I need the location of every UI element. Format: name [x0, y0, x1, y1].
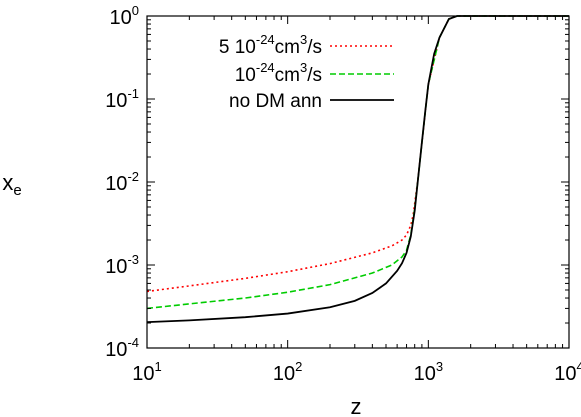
y-tick-base: 10 — [105, 339, 127, 361]
x-tick-label: 104 — [554, 359, 581, 385]
series-line-1 — [146, 15, 569, 310]
x-tick-base: 10 — [132, 363, 154, 385]
y-tick-exponent: -1 — [127, 86, 139, 101]
y-tick-exponent: -2 — [127, 169, 139, 184]
y-tick-exponent: -4 — [127, 335, 139, 350]
x-tick-label: 102 — [273, 359, 302, 385]
legend-label-base: 10 — [235, 65, 256, 86]
plot-frame — [146, 15, 570, 349]
x-tick-label: 101 — [132, 359, 161, 385]
legend: 5 10-24cm3/s10-24cm3/sno DM ann — [219, 32, 394, 112]
x-tick-label: 103 — [414, 359, 443, 385]
y-tick-label: 10-1 — [105, 86, 139, 112]
legend-label-base: 5 10 — [219, 37, 256, 58]
legend-label-exponent: -24 — [256, 60, 275, 75]
y-axis-label: xe — [2, 170, 21, 199]
y-tick-label: 10-3 — [105, 252, 139, 278]
legend-label-unit-tail: /s — [307, 37, 322, 58]
series-line-0 — [146, 15, 569, 293]
legend-label-unit-tail: /s — [307, 65, 322, 86]
y-axis-label-main: x — [2, 170, 13, 195]
x-tick-exponent: 3 — [436, 359, 443, 374]
y-tick-label: 100 — [110, 3, 139, 29]
y-tick-base: 10 — [105, 90, 127, 112]
y-tick-base: 10 — [105, 173, 127, 195]
y-axis-label-sub: e — [13, 182, 21, 199]
x-tick-exponent: 2 — [295, 359, 302, 374]
plot-lines — [146, 15, 569, 324]
x-tick-base: 10 — [554, 363, 576, 385]
y-tick-label: 10-2 — [105, 169, 139, 195]
legend-label-unit: cm — [275, 37, 300, 58]
y-tick-exponent: 0 — [132, 3, 139, 18]
legend-label-unit: cm — [275, 65, 300, 86]
legend-label-exponent: -24 — [256, 32, 275, 47]
legend-label-1: 10-24cm3/s — [235, 60, 322, 86]
y-tick-base: 10 — [110, 7, 132, 29]
legend-label-unit-exponent: 3 — [300, 32, 307, 47]
x-axis-label: z — [351, 394, 362, 417]
y-tick-base: 10 — [105, 256, 127, 278]
x-tick-exponent: 4 — [577, 359, 581, 374]
x-tick-base: 10 — [414, 363, 436, 385]
y-tick-exponent: -3 — [127, 252, 139, 267]
x-tick-exponent: 1 — [155, 359, 162, 374]
y-tick-label: 10-4 — [105, 335, 139, 361]
legend-label-0: 5 10-24cm3/s — [219, 32, 322, 58]
series-line-2 — [146, 15, 569, 324]
x-tick-base: 10 — [273, 363, 295, 385]
legend-label-unit-exponent: 3 — [300, 60, 307, 75]
legend-label-2: no DM ann — [229, 91, 322, 112]
